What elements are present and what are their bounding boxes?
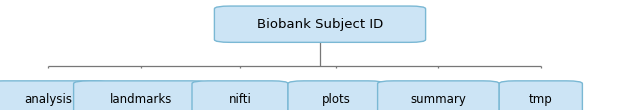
FancyBboxPatch shape xyxy=(192,81,288,110)
Text: summary: summary xyxy=(410,93,467,105)
FancyBboxPatch shape xyxy=(0,81,109,110)
FancyBboxPatch shape xyxy=(499,81,582,110)
FancyBboxPatch shape xyxy=(378,81,499,110)
Text: analysis: analysis xyxy=(24,93,72,105)
Text: Biobank Subject ID: Biobank Subject ID xyxy=(257,18,383,31)
Text: landmarks: landmarks xyxy=(109,93,172,105)
FancyBboxPatch shape xyxy=(214,6,426,42)
Text: plots: plots xyxy=(321,93,351,105)
Text: nifti: nifti xyxy=(228,93,252,105)
Text: tmp: tmp xyxy=(529,93,553,105)
FancyBboxPatch shape xyxy=(74,81,208,110)
FancyBboxPatch shape xyxy=(288,81,384,110)
